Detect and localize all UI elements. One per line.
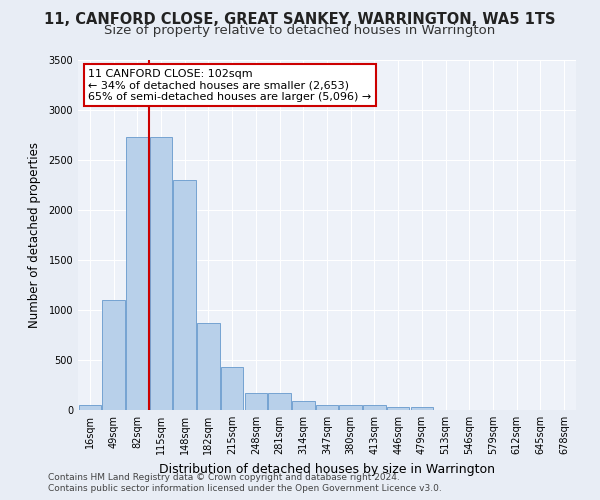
Y-axis label: Number of detached properties: Number of detached properties bbox=[28, 142, 41, 328]
Bar bbox=[221, 367, 244, 410]
Bar bbox=[245, 392, 267, 410]
Text: Contains public sector information licensed under the Open Government Licence v3: Contains public sector information licen… bbox=[48, 484, 442, 493]
Text: Contains HM Land Registry data © Crown copyright and database right 2024.: Contains HM Land Registry data © Crown c… bbox=[48, 472, 400, 482]
Bar bbox=[387, 406, 409, 410]
Text: Size of property relative to detached houses in Warrington: Size of property relative to detached ho… bbox=[104, 24, 496, 37]
Text: 11 CANFORD CLOSE: 102sqm
← 34% of detached houses are smaller (2,653)
65% of sem: 11 CANFORD CLOSE: 102sqm ← 34% of detach… bbox=[88, 69, 371, 102]
Bar bbox=[316, 404, 338, 410]
Bar bbox=[173, 180, 196, 410]
Bar bbox=[340, 404, 362, 410]
Bar bbox=[197, 323, 220, 410]
Bar bbox=[363, 404, 386, 410]
Bar bbox=[103, 300, 125, 410]
Bar bbox=[268, 392, 291, 410]
Bar bbox=[126, 137, 149, 410]
Text: 11, CANFORD CLOSE, GREAT SANKEY, WARRINGTON, WA5 1TS: 11, CANFORD CLOSE, GREAT SANKEY, WARRING… bbox=[44, 12, 556, 28]
Bar bbox=[292, 400, 314, 410]
Bar bbox=[79, 405, 101, 410]
Bar bbox=[150, 137, 172, 410]
Bar bbox=[410, 407, 433, 410]
X-axis label: Distribution of detached houses by size in Warrington: Distribution of detached houses by size … bbox=[159, 462, 495, 475]
